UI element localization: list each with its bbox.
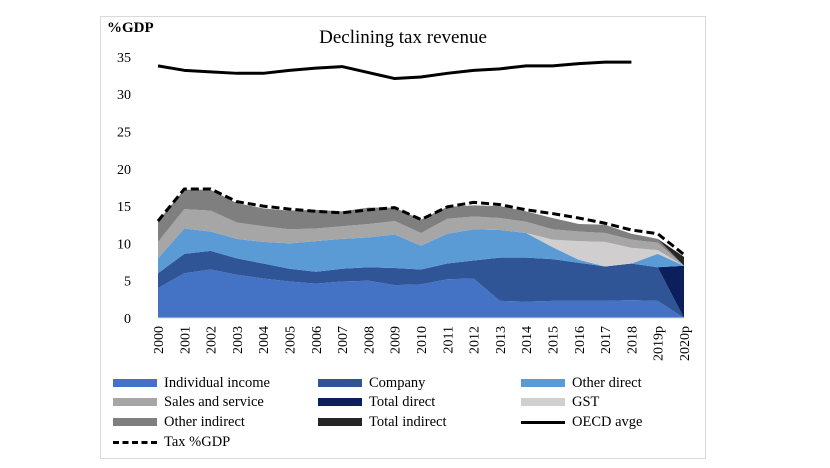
axis-layer: 0 5 10 15 20 25 30 35 2000 2001 2002 2003 2004 2005 20…: [117, 51, 693, 361]
legend-swatch: [318, 418, 362, 426]
legend-label: Other indirect: [164, 413, 245, 430]
x-tick-label: 2018: [625, 326, 640, 354]
legend-swatch: [113, 379, 157, 387]
legend-label: OECD avge: [572, 413, 643, 430]
x-tick-label: 2007: [336, 326, 351, 354]
x-tick-label: 2014: [520, 326, 535, 354]
legend-item-sales-and-service: Sales and service: [113, 393, 264, 411]
area-company: [158, 250, 684, 318]
x-tick-label: 2000: [152, 326, 167, 354]
legend-label: GST: [572, 393, 600, 410]
x-tick-label: 2016: [573, 326, 588, 354]
legend-item-individual-income: Individual income: [113, 374, 270, 392]
legend-item-company: Company: [318, 374, 425, 392]
y-tick-label: 5: [124, 275, 131, 290]
area-gst: [158, 228, 684, 267]
legend-swatch: [318, 398, 362, 406]
area-individual-income: [158, 269, 684, 318]
x-tick-label: 2003: [231, 326, 246, 354]
legend-item-oecd-avge: OECD avge: [521, 413, 642, 431]
legend-item-tax-gdp: Tax %GDP: [113, 433, 230, 451]
y-tick-label: 0: [124, 312, 131, 327]
legend-label: Sales and service: [164, 393, 264, 410]
x-tick-label: 2008: [362, 326, 377, 354]
legend-label: Other direct: [572, 374, 642, 391]
x-tick-label: 2020p: [678, 326, 693, 361]
area-other-indirect: [158, 189, 684, 266]
area-layer: [158, 189, 684, 318]
legend-item-other-direct: Other direct: [521, 374, 642, 392]
y-tick-label: 15: [117, 200, 131, 215]
legend-label: Individual income: [164, 374, 270, 391]
x-tick-label: 2010: [415, 326, 430, 354]
legend-item-total-indirect: Total indirect: [318, 413, 447, 431]
x-tick-label: 2002: [205, 326, 220, 354]
legend-label: Total indirect: [369, 413, 447, 430]
legend-label: Total direct: [369, 393, 436, 410]
x-tick-label: 2006: [310, 326, 325, 354]
legend-line-sample: [521, 420, 565, 424]
legend-item-total-direct: Total direct: [318, 393, 435, 411]
x-tick-label: 2012: [468, 326, 483, 354]
y-tick-label: 10: [117, 237, 131, 252]
y-axis-unit-label: %GDP: [107, 20, 154, 36]
legend-swatch: [521, 379, 565, 387]
x-tick-label: 2013: [494, 326, 509, 354]
legend-label: Tax %GDP: [164, 433, 231, 450]
legend-swatch: [521, 398, 565, 406]
legend-dash-sample: [113, 440, 157, 444]
line-oecd-avge: [157, 60, 632, 81]
x-tick-label: 2019p: [652, 326, 667, 361]
legend-item-other-indirect: Other indirect: [113, 413, 245, 431]
x-tick-label: 2001: [178, 326, 193, 354]
x-tick-label: 2017: [599, 326, 614, 354]
x-tick-label: 2015: [547, 326, 562, 354]
line-layer: [156, 60, 685, 256]
legend-item-gst: GST: [521, 393, 599, 411]
area-other-direct: [158, 228, 684, 274]
x-tick-label: 2009: [389, 326, 404, 354]
y-tick-label: 30: [117, 88, 131, 103]
y-tick-label: 35: [117, 51, 131, 66]
legend-swatch: [113, 398, 157, 406]
x-tick-label: 2005: [284, 326, 299, 354]
legend-label: Company: [369, 374, 426, 391]
x-tick-label: 2004: [257, 326, 272, 354]
area-sales-and-service: [158, 209, 684, 266]
y-tick-label: 25: [117, 126, 131, 141]
chart-title: Declining tax revenue: [319, 27, 487, 48]
legend-swatch: [318, 379, 362, 387]
legend-swatch: [113, 418, 157, 426]
y-tick-label: 20: [117, 163, 131, 178]
x-tick-label: 2011: [441, 326, 456, 353]
